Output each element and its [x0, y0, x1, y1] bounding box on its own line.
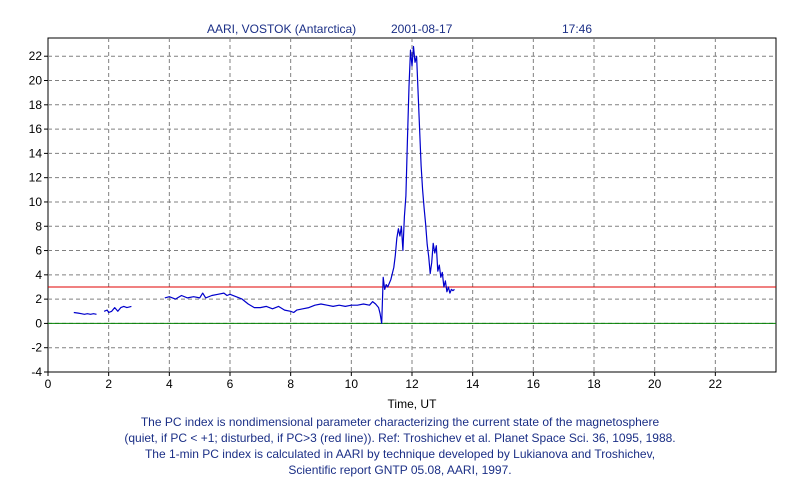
station-title: AARI, VOSTOK (Antarctica): [207, 22, 356, 36]
x-tick-label: 6: [227, 377, 234, 391]
x-tick-label: 4: [166, 377, 173, 391]
series-line-segment-3: [164, 45, 455, 324]
series-line-segment-2: [103, 305, 132, 314]
caption-line-4: Scientific report GNTP 05.08, AARI, 1997…: [288, 463, 511, 477]
y-tick-label: 14: [29, 146, 43, 160]
x-tick-label: 2: [105, 377, 112, 391]
y-tick-label: 4: [35, 268, 42, 282]
y-tick-label: 12: [29, 171, 43, 185]
reference-lines: [48, 286, 776, 324]
date-title: 2001-08-17: [391, 22, 453, 36]
x-tick-label: 10: [345, 377, 359, 391]
y-tick-label: 8: [35, 219, 42, 233]
x-axis-label: Time, UT: [388, 397, 438, 411]
plot-area: [47, 37, 777, 373]
x-tick-label: 18: [587, 377, 601, 391]
x-tick-label: 0: [45, 377, 52, 391]
y-tick-label: 20: [29, 74, 43, 88]
x-tick-label: 16: [527, 377, 541, 391]
x-tick-label: 14: [466, 377, 480, 391]
y-tick-label: 16: [29, 122, 43, 136]
caption-line-3: The 1-min PC index is calculated in AARI…: [145, 447, 655, 461]
y-tick-label: -4: [31, 365, 42, 379]
y-tick-label: 0: [35, 316, 42, 330]
series-line-segment-1: [73, 311, 97, 315]
y-tick-label: -2: [31, 341, 42, 355]
pc-index-series: [73, 45, 455, 324]
y-tick-label: 18: [29, 98, 43, 112]
caption-line-2: (quiet, if PC < +1; disturbed, if PC>3 (…: [124, 431, 675, 445]
y-tick-label: 22: [29, 49, 43, 63]
x-tick-label: 12: [405, 377, 419, 391]
caption-line-1: The PC index is nondimensional parameter…: [141, 415, 660, 429]
y-tick-label: 2: [35, 292, 42, 306]
y-tick-label: 6: [35, 244, 42, 258]
y-tick-label: 10: [29, 195, 43, 209]
time-title: 17:46: [562, 22, 592, 36]
x-axis-ticks: 0 2 4 6 8 10 12 14 16 18 20 22: [45, 372, 723, 391]
x-tick-label: 20: [648, 377, 662, 391]
x-tick-label: 8: [287, 377, 294, 391]
x-tick-label: 22: [709, 377, 723, 391]
y-axis-ticks: -4 -2 0 2 4 6 8 10 12 14 16 18 20 22: [29, 49, 48, 379]
